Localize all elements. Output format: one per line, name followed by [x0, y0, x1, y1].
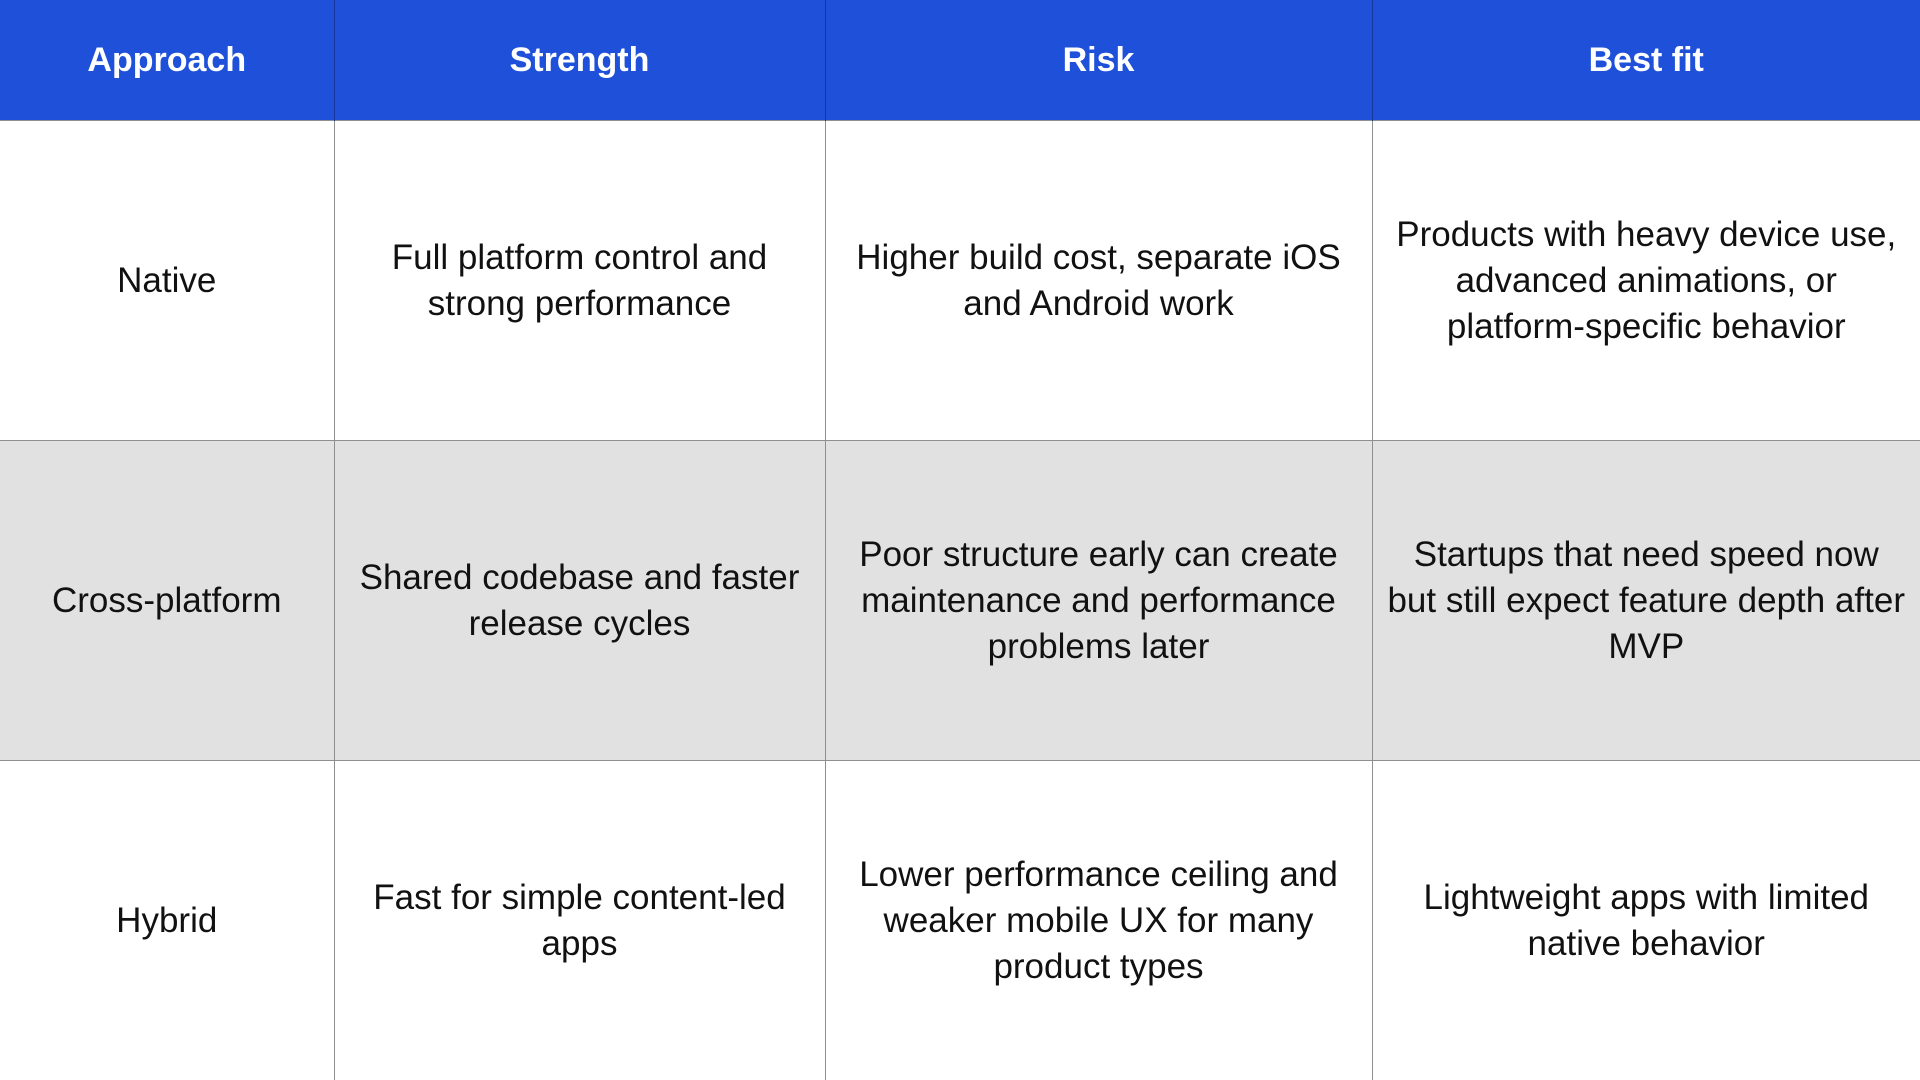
header-strength: Strength — [334, 0, 826, 121]
cell-risk: Poor structure early can create maintena… — [824, 440, 1373, 761]
table-row: Hybrid Fast for simple content-led apps … — [0, 760, 1920, 1080]
cell-strength: Shared codebase and faster release cycle… — [333, 440, 826, 761]
cell-approach: Native — [0, 120, 335, 441]
cell-best-fit: Products with heavy device use, advanced… — [1371, 120, 1920, 441]
cell-best-fit: Lightweight apps with limited native beh… — [1371, 760, 1920, 1080]
header-row: Approach Strength Risk Best fit — [0, 0, 1920, 121]
cell-risk: Higher build cost, separate iOS and Andr… — [824, 120, 1373, 441]
cell-risk: Lower performance ceiling and weaker mob… — [824, 760, 1373, 1080]
cell-strength: Full platform control and strong perform… — [333, 120, 826, 441]
table-row: Native Full platform control and strong … — [0, 120, 1920, 441]
cell-approach: Cross-platform — [0, 440, 335, 761]
cell-best-fit: Startups that need speed now but still e… — [1371, 440, 1920, 761]
header-approach: Approach — [0, 0, 335, 121]
cell-approach: Hybrid — [0, 760, 335, 1080]
cell-strength: Fast for simple content-led apps — [333, 760, 826, 1080]
table-row: Cross-platform Shared codebase and faste… — [0, 440, 1920, 761]
header-risk: Risk — [825, 0, 1373, 121]
header-best-fit: Best fit — [1372, 0, 1920, 121]
